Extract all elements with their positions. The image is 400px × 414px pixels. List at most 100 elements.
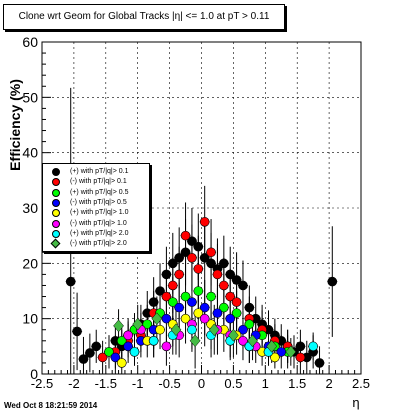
legend-label: (+) with pT/|q|> 0.1: [70, 168, 129, 175]
data-point: [161, 291, 172, 302]
data-point: [219, 302, 229, 313]
data-markers: [65, 217, 338, 368]
data-point: [123, 341, 133, 352]
legend: (+) with pT/|q|> 0.1 (-) with pT/|q|> 0.1…: [42, 163, 150, 252]
data-point: [193, 264, 204, 274]
legend-marker: [52, 219, 60, 228]
x-tick-label: -2: [68, 376, 80, 391]
data-point: [174, 302, 184, 313]
data-point: [208, 323, 220, 337]
legend-entry: (-) with pT/|q|> 2.0: [43, 238, 149, 249]
data-point: [104, 347, 114, 357]
data-point: [228, 328, 239, 342]
legend-label: (+) with pT/|q|> 0.5: [70, 188, 129, 196]
data-point: [247, 334, 258, 348]
data-point: [295, 352, 306, 363]
x-tick-label: 2: [325, 376, 332, 391]
data-point: [174, 269, 184, 280]
data-point: [91, 341, 102, 352]
data-point: [206, 258, 216, 269]
data-point: [199, 302, 210, 313]
data-point: [167, 258, 178, 269]
legend-entry: (-) with pT/|q|> 1.0: [43, 219, 149, 229]
x-tick-label: 2.5: [352, 376, 370, 391]
data-point: [180, 313, 191, 324]
data-point: [231, 297, 242, 307]
data-point: [174, 252, 184, 263]
y-tick-label: 40: [22, 145, 38, 161]
chart-title: Clone wrt Geom for Global Tracks |η| <= …: [3, 4, 285, 30]
data-point: [180, 247, 191, 258]
y-tick-label: 20: [22, 255, 38, 271]
data-point: [193, 308, 204, 318]
data-point: [266, 339, 278, 353]
data-point: [314, 358, 325, 368]
legend-marker: [52, 198, 60, 207]
data-point: [219, 258, 229, 269]
legend-entry: (+) with pT/|q|> 1.0: [43, 208, 149, 218]
data-point: [132, 317, 144, 331]
data-point: [199, 252, 210, 263]
data-point: [193, 286, 204, 296]
x-tick-label: -2.5: [31, 376, 53, 391]
legend-marker: [52, 168, 60, 176]
data-point: [238, 324, 248, 335]
legend-label: (-) with pT/|q|> 0.5: [70, 198, 127, 206]
x-tick-label: 0: [198, 376, 205, 391]
x-tick-label: 1: [262, 376, 269, 391]
x-tick-label: -1.5: [95, 376, 117, 391]
data-point: [231, 308, 242, 318]
data-point: [295, 341, 306, 352]
data-point: [116, 358, 127, 368]
data-point: [65, 276, 76, 287]
data-point: [193, 241, 204, 252]
data-point: [161, 269, 172, 280]
legend-entry: (-) with pT/|q|> 0.1: [43, 177, 149, 187]
legend-marker: [52, 229, 60, 238]
data-point: [97, 352, 108, 363]
data-point: [170, 323, 182, 337]
data-point: [161, 341, 172, 352]
legend-entry: (+) with pT/|q|> 0.5: [43, 188, 149, 198]
data-point: [285, 345, 297, 359]
data-point: [244, 319, 255, 330]
data-point: [110, 352, 121, 363]
legend-label: (-) with pT/|q|> 2.0: [70, 240, 127, 248]
data-point: [199, 313, 210, 324]
data-point: [219, 280, 229, 291]
y-axis-label: Efficiency (%): [7, 79, 23, 171]
x-tick-label: 0.5: [224, 376, 242, 391]
data-point: [148, 297, 159, 307]
legend-marker: [52, 188, 60, 197]
y-tick-label: 30: [22, 200, 38, 216]
y-tick-label: 60: [22, 34, 38, 50]
x-tick-label: 1.5: [288, 376, 306, 391]
data-point: [225, 313, 236, 324]
data-point: [187, 236, 197, 246]
data-point: [187, 297, 197, 307]
x-axis-label: η: [352, 395, 359, 410]
data-point: [155, 286, 165, 296]
legend-marker: [52, 178, 60, 187]
data-point: [113, 319, 124, 333]
legend-label: (+) with pT/|q|> 1.0: [70, 209, 129, 217]
data-point: [187, 324, 197, 335]
data-point: [225, 269, 236, 280]
data-point: [123, 330, 133, 341]
legend-entry: (+) with pT/|q|> 2.0: [43, 229, 149, 239]
data-point: [85, 348, 95, 358]
data-point: [206, 247, 216, 258]
data-point: [206, 291, 216, 302]
data-point: [187, 252, 197, 263]
data-point: [78, 354, 89, 364]
legend-entry: (-) with pT/|q|> 0.5: [43, 198, 149, 208]
data-point: [231, 275, 242, 285]
data-point: [238, 280, 248, 291]
legend-label: (-) with pT/|q|> 0.1: [70, 178, 127, 186]
x-tick-label: -0.5: [158, 376, 180, 391]
y-tick-label: 10: [22, 311, 38, 327]
data-point: [155, 324, 165, 335]
data-point: [180, 291, 191, 302]
